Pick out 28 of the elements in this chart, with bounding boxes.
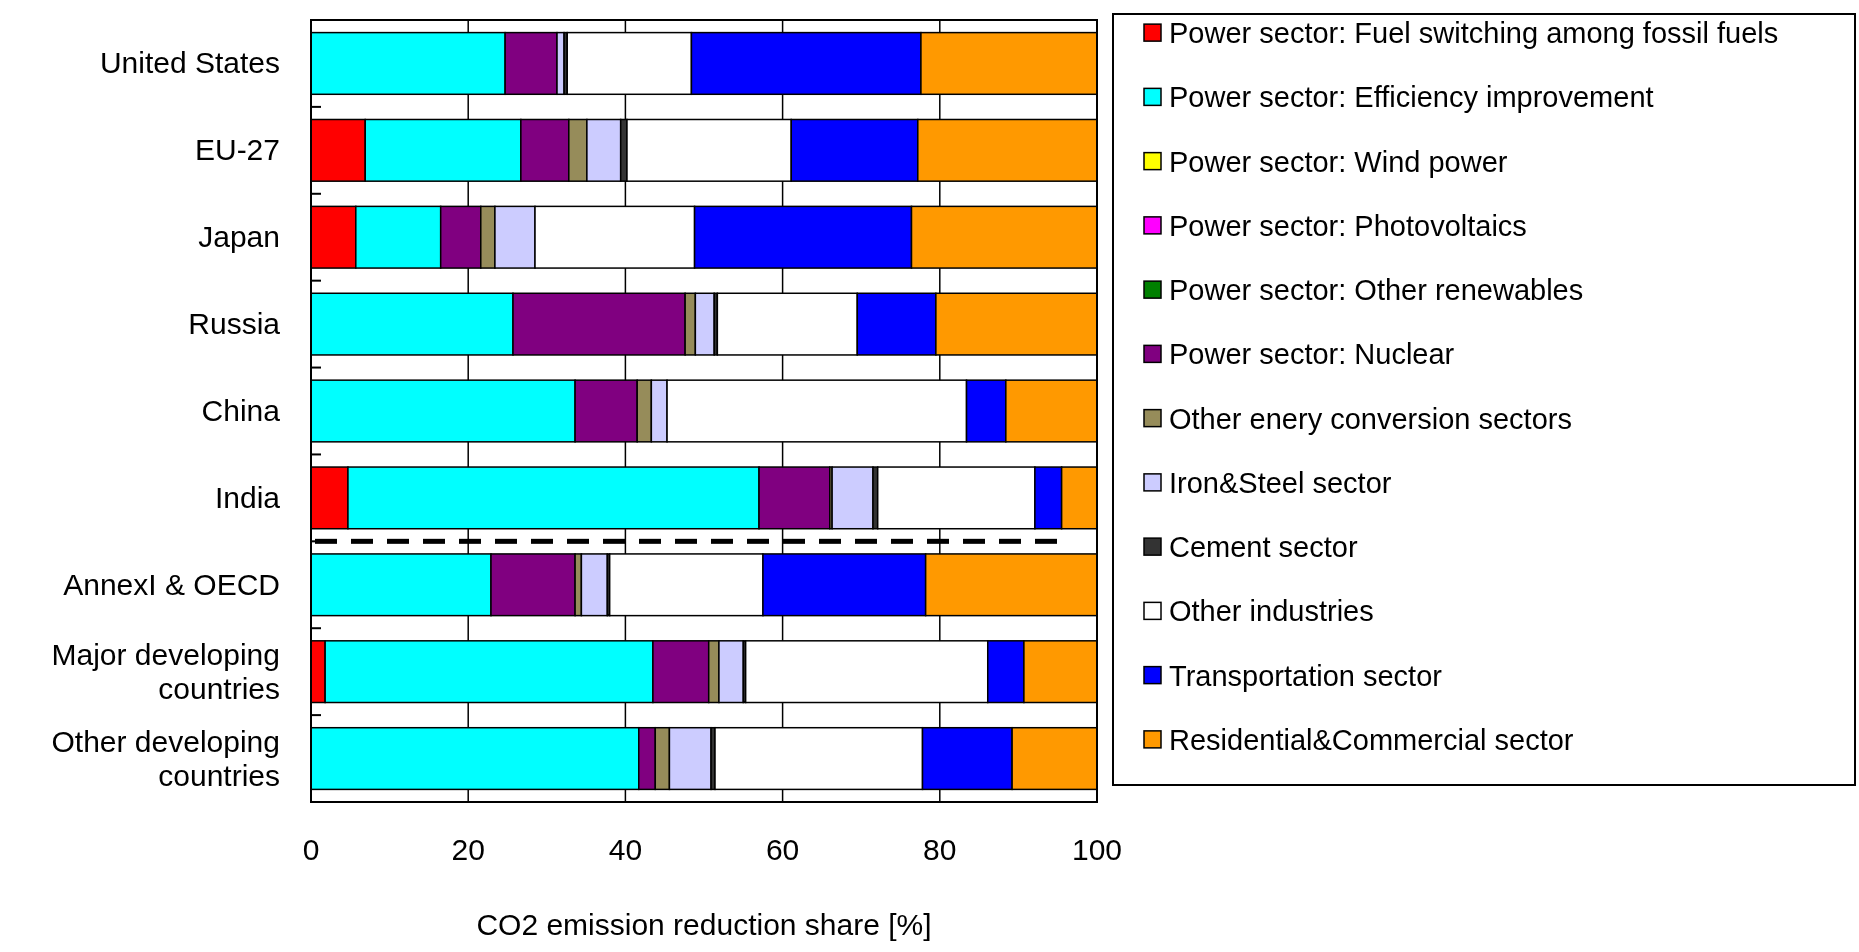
legend-label: Power sector: Other renewables	[1169, 274, 1584, 307]
legend-label: Cement sector	[1169, 531, 1358, 564]
y-tick-label: AnnexI & OECD	[63, 567, 280, 601]
x-tick-label: 0	[302, 833, 320, 866]
legend-label: Transportation sector	[1169, 659, 1443, 692]
legend-label: Iron&Steel sector	[1169, 466, 1392, 499]
legend-label: Power sector: Fuel switching among fossil fuels	[1169, 17, 1779, 50]
legend-label: Power sector: Efficiency improvement	[1169, 81, 1654, 114]
legend-label: Power sector: Photovoltaics	[1169, 209, 1527, 242]
y-tick-label: Russia	[188, 307, 281, 341]
y-tick-label: Japan	[198, 220, 280, 254]
legend-label: Residential&Commercial sector	[1169, 723, 1574, 756]
y-tick-label: United States	[99, 46, 280, 80]
x-axis-title: CO2 emission reduction share [%]	[476, 908, 932, 941]
y-tick-label: Other developing countries	[51, 724, 280, 792]
y-tick-label: China	[201, 394, 281, 427]
y-tick-label: EU-27	[194, 133, 280, 167]
x-tick-label: 60	[765, 833, 800, 866]
legend-label: Other industries	[1169, 595, 1374, 628]
legend-label: Power sector: Wind power	[1169, 145, 1508, 178]
x-tick-label: 100	[1071, 833, 1123, 866]
y-tick-label: Major developing countries	[51, 637, 280, 705]
x-tick-label: 20	[451, 833, 485, 866]
x-tick-label: 40	[608, 833, 643, 866]
legend-label: Other enery conversion sectors	[1169, 402, 1572, 435]
x-tick-label: 80	[923, 833, 957, 866]
legend-label: Power sector: Nuclear	[1169, 338, 1455, 371]
y-tick-label: India	[214, 480, 281, 514]
